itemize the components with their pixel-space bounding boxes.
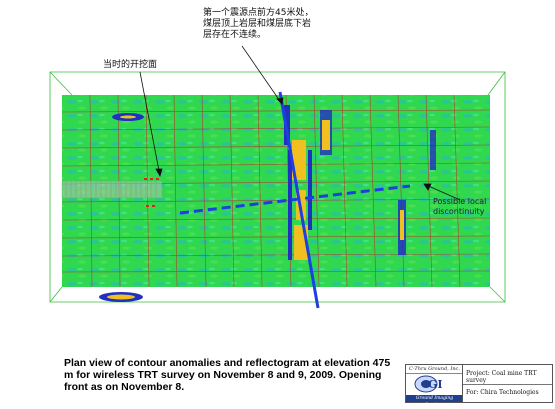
contour-plan-view [49, 45, 506, 309]
logo-company-name: C-Thru Ground, Inc. [406, 365, 463, 374]
outer-frame [49, 71, 506, 303]
logo-tagline: Ground Imaging Services [406, 395, 463, 408]
source-points [144, 178, 159, 207]
blue-features [179, 91, 411, 309]
figure-caption: Plan view of contour anomalies and refle… [64, 357, 391, 393]
logo-emblem-icon [414, 375, 438, 393]
anomaly-top-left [112, 113, 144, 121]
annotation-opening-front: 当时的开挖面 [103, 60, 158, 70]
company-logo: C-Thru Ground, Inc. GI Ground Imaging Se… [405, 364, 464, 408]
title-block: Project: Coal mine TRT survey For: Chira… [462, 364, 553, 403]
anomaly-bottom-left [99, 292, 143, 302]
leader-arrows [139, 45, 461, 201]
title-block-divider [463, 384, 552, 385]
client-label: For: Chira Technologies [466, 389, 539, 396]
annotation-top-note: 第一个震源点前方45米处， 煤层顶上岩层和煤层底下岩 层存在不连续。 [203, 8, 314, 40]
annotation-discontinuity: Possible local discontinuity [433, 197, 487, 216]
contour-field [62, 95, 490, 287]
opening-front-hatch [61, 180, 163, 199]
logo-mark-text: GI [428, 378, 443, 391]
project-label: Project: Coal mine TRT survey [466, 370, 537, 384]
